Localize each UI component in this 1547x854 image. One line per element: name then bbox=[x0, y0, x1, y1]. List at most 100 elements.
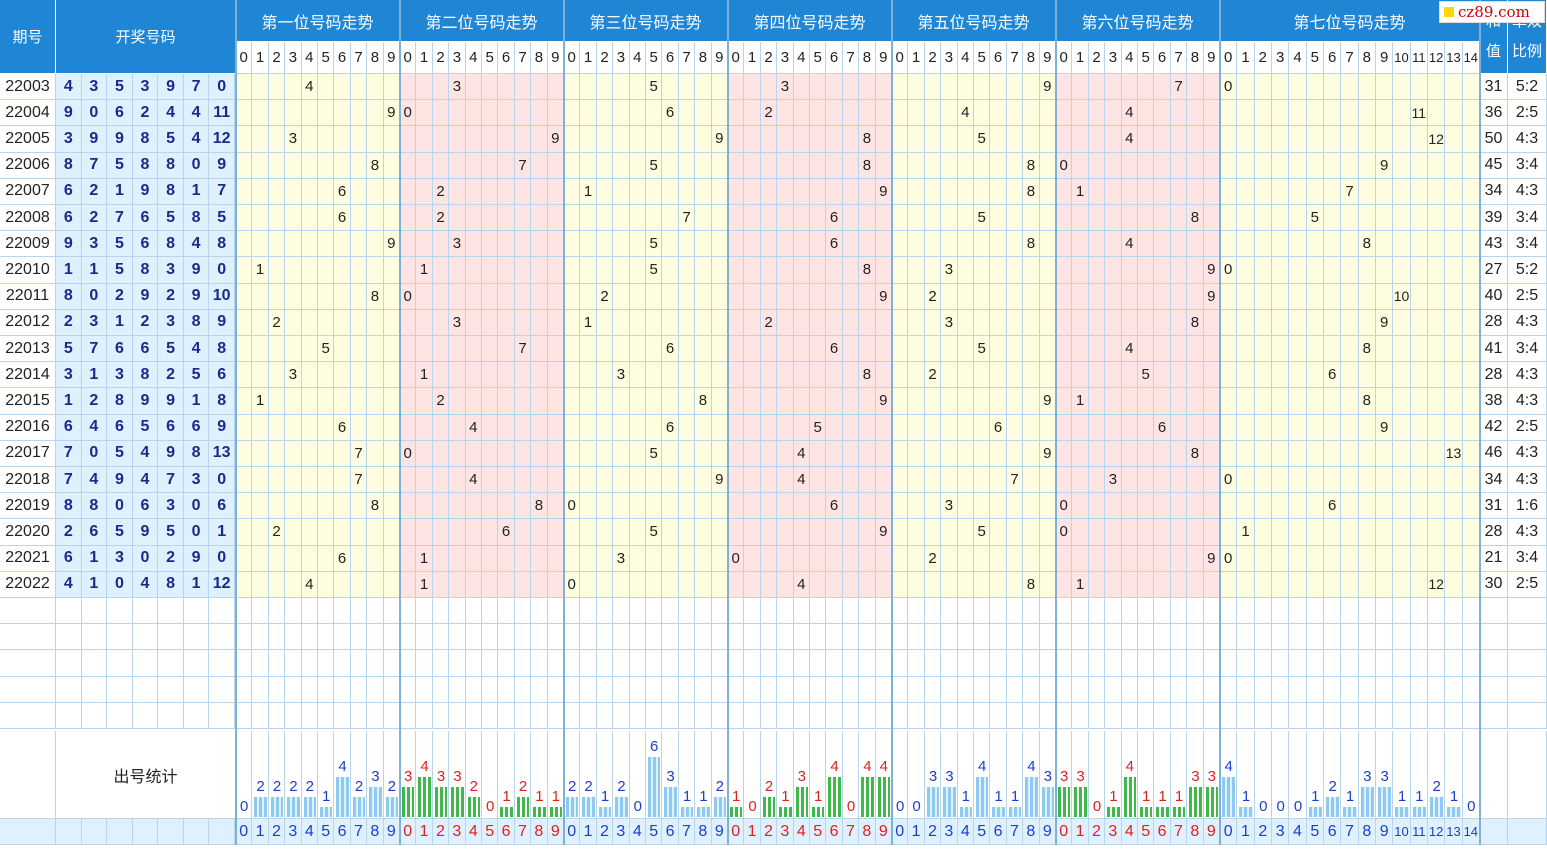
trend-cell bbox=[793, 519, 810, 546]
trend-hit: 2 bbox=[432, 205, 450, 232]
digit-header: 4 bbox=[793, 42, 810, 74]
trend-cell bbox=[1306, 624, 1324, 651]
footer-digit: 2 bbox=[432, 819, 450, 845]
trend-cell bbox=[1445, 650, 1463, 677]
stats-count: 1 bbox=[551, 788, 560, 805]
trend-cell bbox=[1393, 257, 1411, 284]
trend-cell bbox=[1056, 309, 1073, 336]
trend-cell bbox=[678, 152, 696, 179]
trend-hit: 9 bbox=[1039, 440, 1056, 467]
ratio-cell bbox=[1508, 650, 1547, 677]
trend-cell bbox=[875, 336, 892, 363]
trend-cell bbox=[1462, 205, 1480, 232]
trend-cell bbox=[793, 624, 810, 651]
trend-cell bbox=[974, 676, 991, 703]
trend-cell bbox=[449, 545, 466, 572]
trend-hit: 2 bbox=[924, 545, 942, 572]
trend-cell bbox=[1428, 231, 1446, 258]
trend-cell bbox=[826, 152, 843, 179]
trend-cell bbox=[629, 126, 646, 153]
trend-cell bbox=[990, 152, 1007, 179]
trend-cell bbox=[777, 440, 794, 467]
trend-cell bbox=[1272, 702, 1290, 729]
sum-cell bbox=[1480, 598, 1508, 625]
trend-cell bbox=[1154, 493, 1171, 520]
trend-cell bbox=[1105, 519, 1122, 546]
trend-cell bbox=[892, 545, 909, 572]
trend-cell bbox=[859, 74, 876, 101]
trend-cell bbox=[268, 362, 286, 389]
trend-cell bbox=[990, 598, 1007, 625]
trend-cell bbox=[367, 74, 384, 101]
site-logo[interactable]: cz89.com bbox=[1439, 1, 1545, 23]
stats-cell bbox=[449, 731, 466, 819]
trend-cell bbox=[1220, 650, 1238, 677]
trend-cell bbox=[941, 178, 958, 205]
trend-cell bbox=[957, 650, 974, 677]
trend-cell bbox=[1341, 440, 1359, 467]
stats-bar bbox=[254, 797, 267, 817]
trend-hit: 7 bbox=[514, 152, 532, 179]
trend-cell bbox=[1341, 571, 1359, 598]
trend-cell bbox=[1154, 598, 1171, 625]
period-cell: 22009 bbox=[0, 231, 56, 258]
digit-header: 2 bbox=[1254, 42, 1272, 74]
trend-cell bbox=[924, 467, 942, 494]
trend-cell bbox=[793, 388, 810, 415]
trend-cell bbox=[301, 598, 318, 625]
trend-cell bbox=[842, 388, 860, 415]
trend-cell bbox=[744, 336, 761, 363]
winning-number-cell: 3 bbox=[56, 362, 82, 389]
digit-header: 3 bbox=[1105, 42, 1122, 74]
trend-cell bbox=[1170, 440, 1188, 467]
trend-cell bbox=[1056, 205, 1073, 232]
trend-cell bbox=[1154, 467, 1171, 494]
trend-cell bbox=[449, 702, 466, 729]
trend-cell bbox=[252, 702, 269, 729]
trend-cell bbox=[941, 100, 958, 127]
trend-cell bbox=[941, 205, 958, 232]
stats-cell bbox=[1393, 731, 1411, 819]
trend-cell bbox=[711, 598, 728, 625]
trend-cell bbox=[629, 598, 646, 625]
trend-cell bbox=[974, 467, 991, 494]
trend-cell bbox=[285, 178, 302, 205]
trend-cell bbox=[859, 650, 876, 677]
trend-cell bbox=[1154, 519, 1171, 546]
trend-cell bbox=[859, 545, 876, 572]
trend-cell bbox=[416, 205, 433, 232]
trend-cell bbox=[1056, 336, 1073, 363]
trend-hit: 8 bbox=[1358, 231, 1376, 258]
stats-cell bbox=[400, 731, 417, 819]
trend-cell bbox=[1341, 676, 1359, 703]
trend-cell bbox=[268, 571, 286, 598]
trend-cell bbox=[875, 362, 892, 389]
trend-cell bbox=[1324, 178, 1342, 205]
trend-cell bbox=[1254, 414, 1272, 441]
stats-count: 2 bbox=[354, 778, 364, 795]
trend-cell bbox=[531, 309, 548, 336]
trend-cell bbox=[400, 467, 417, 494]
footer-digit: 9 bbox=[1203, 819, 1220, 845]
trend-cell bbox=[580, 676, 597, 703]
trend-cell bbox=[777, 336, 794, 363]
stats-count: 1 bbox=[1109, 788, 1118, 805]
trend-cell bbox=[416, 467, 433, 494]
winning-number-cell: 8 bbox=[56, 152, 82, 179]
trend-cell bbox=[1072, 362, 1089, 389]
winning-number-cell: 5 bbox=[158, 519, 184, 546]
trend-cell bbox=[1170, 650, 1188, 677]
winning-number-cell: 0 bbox=[107, 571, 133, 598]
trend-cell bbox=[646, 388, 663, 415]
trend-cell bbox=[547, 440, 564, 467]
trend-cell bbox=[1006, 205, 1024, 232]
trend-cell bbox=[842, 440, 860, 467]
trend-cell bbox=[580, 650, 597, 677]
trend-cell bbox=[842, 257, 860, 284]
trend-cell bbox=[924, 231, 942, 258]
trend-cell bbox=[678, 519, 696, 546]
trend-cell bbox=[892, 74, 909, 101]
winning-number-cell: 0 bbox=[81, 440, 108, 467]
trend-cell bbox=[482, 388, 499, 415]
trend-cell bbox=[777, 283, 794, 310]
